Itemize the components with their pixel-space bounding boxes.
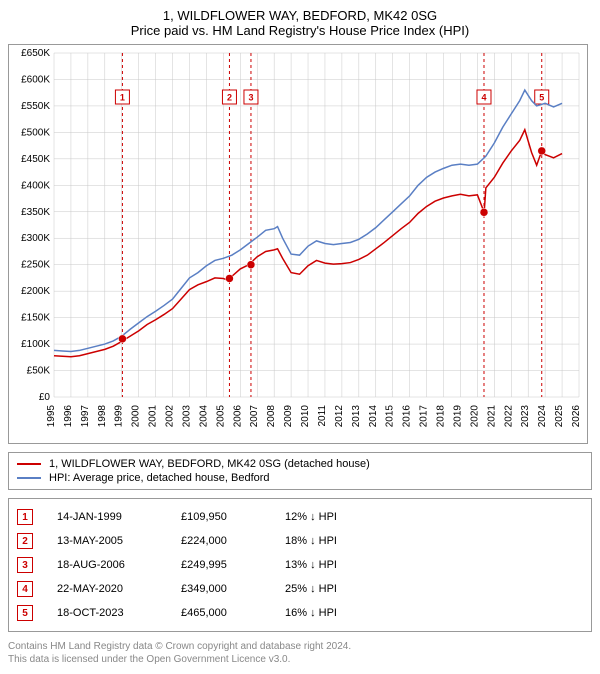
transaction-marker: 2 [17,533,33,549]
svg-text:2006: 2006 [232,405,243,428]
legend-item: HPI: Average price, detached house, Bedf… [17,471,583,485]
transaction-hpi-delta: 25% ↓ HPI [285,583,385,595]
svg-text:2: 2 [227,93,232,103]
svg-text:2007: 2007 [249,405,260,428]
svg-text:2022: 2022 [503,405,514,428]
transaction-date: 14-JAN-1999 [57,511,157,523]
footer-attribution: Contains HM Land Registry data © Crown c… [8,640,592,666]
svg-text:2000: 2000 [131,405,142,428]
transaction-date: 22-MAY-2020 [57,583,157,595]
legend-swatch [17,477,41,479]
table-row: 2 13-MAY-2005 £224,000 18% ↓ HPI [17,529,583,553]
chart-svg: £0 £50K £100K £150K £200K £250K £300K £350K £400… [9,45,589,445]
svg-text:2010: 2010 [300,405,311,428]
svg-text:1995: 1995 [46,405,57,428]
transaction-hpi-delta: 13% ↓ HPI [285,559,385,571]
table-row: 4 22-MAY-2020 £349,000 25% ↓ HPI [17,577,583,601]
svg-text:2020: 2020 [469,405,480,428]
transaction-price: £224,000 [181,535,261,547]
transactions-table: 1 14-JAN-1999 £109,950 12% ↓ HPI 2 13-MAY-200… [8,498,592,632]
legend-label: HPI: Average price, detached house, Bedf… [49,472,270,484]
svg-text:2008: 2008 [266,405,277,428]
table-row: 1 14-JAN-1999 £109,950 12% ↓ HPI [17,505,583,529]
legend-label: 1, WILDFLOWER WAY, BEDFORD, MK42 0SG (de… [49,458,370,470]
svg-text:2017: 2017 [419,405,430,428]
svg-text:2024: 2024 [537,405,548,428]
svg-text:£250K: £250K [21,260,50,271]
svg-text:£0: £0 [39,392,51,403]
legend: 1, WILDFLOWER WAY, BEDFORD, MK42 0SG (de… [8,452,592,490]
svg-text:2009: 2009 [283,405,294,428]
svg-text:2016: 2016 [402,405,413,428]
svg-text:2003: 2003 [181,405,192,428]
svg-text:2005: 2005 [215,405,226,428]
svg-text:2021: 2021 [486,405,497,428]
svg-text:2001: 2001 [148,405,159,428]
footer-line1: Contains HM Land Registry data © Crown c… [8,640,592,653]
svg-text:£350K: £350K [21,207,50,218]
svg-text:£400K: £400K [21,180,50,191]
svg-text:2015: 2015 [385,405,396,428]
table-row: 5 18-OCT-2023 £465,000 16% ↓ HPI [17,601,583,625]
svg-text:1998: 1998 [97,405,108,428]
title-address: 1, WILDFLOWER WAY, BEDFORD, MK42 0SG [8,8,592,23]
svg-text:3: 3 [248,93,253,103]
svg-text:2011: 2011 [317,405,328,427]
svg-text:£550K: £550K [21,101,50,112]
chart-title: 1, WILDFLOWER WAY, BEDFORD, MK42 0SG Pri… [8,8,592,38]
svg-text:£300K: £300K [21,233,50,244]
svg-text:2023: 2023 [520,405,531,428]
transaction-hpi-delta: 12% ↓ HPI [285,511,385,523]
legend-swatch [17,463,41,465]
svg-text:5: 5 [539,93,544,103]
legend-item: 1, WILDFLOWER WAY, BEDFORD, MK42 0SG (de… [17,457,583,471]
transaction-price: £249,995 [181,559,261,571]
price-chart: £0 £50K £100K £150K £200K £250K £300K £350K £400… [8,44,588,444]
svg-text:1997: 1997 [80,405,91,428]
transaction-hpi-delta: 16% ↓ HPI [285,607,385,619]
svg-text:2018: 2018 [436,405,447,428]
svg-text:1996: 1996 [63,405,74,428]
transaction-date: 18-OCT-2023 [57,607,157,619]
transaction-price: £109,950 [181,511,261,523]
svg-text:£500K: £500K [21,127,50,138]
transaction-marker: 3 [17,557,33,573]
svg-text:£50K: £50K [27,366,51,377]
svg-text:2004: 2004 [198,405,209,428]
svg-text:2013: 2013 [351,405,362,428]
svg-text:£200K: £200K [21,286,50,297]
transaction-price: £465,000 [181,607,261,619]
svg-text:£450K: £450K [21,154,50,165]
svg-text:2002: 2002 [165,405,176,428]
transaction-date: 13-MAY-2005 [57,535,157,547]
transaction-hpi-delta: 18% ↓ HPI [285,535,385,547]
svg-text:1: 1 [120,93,125,103]
table-row: 3 18-AUG-2006 £249,995 13% ↓ HPI [17,553,583,577]
svg-text:£100K: £100K [21,339,50,350]
svg-text:£600K: £600K [21,74,50,85]
transaction-marker: 4 [17,581,33,597]
svg-text:2025: 2025 [554,405,565,428]
svg-text:2012: 2012 [334,405,345,428]
transaction-marker: 1 [17,509,33,525]
svg-text:2026: 2026 [571,405,582,428]
transaction-date: 18-AUG-2006 [57,559,157,571]
svg-text:4: 4 [481,93,486,103]
svg-text:£150K: £150K [21,313,50,324]
svg-text:2019: 2019 [452,405,463,428]
footer-line2: This data is licensed under the Open Gov… [8,653,592,666]
transaction-marker: 5 [17,605,33,621]
title-subtitle: Price paid vs. HM Land Registry's House … [8,23,592,38]
svg-text:1999: 1999 [114,405,125,428]
transaction-price: £349,000 [181,583,261,595]
svg-text:2014: 2014 [368,405,379,428]
svg-text:£650K: £650K [21,48,50,59]
